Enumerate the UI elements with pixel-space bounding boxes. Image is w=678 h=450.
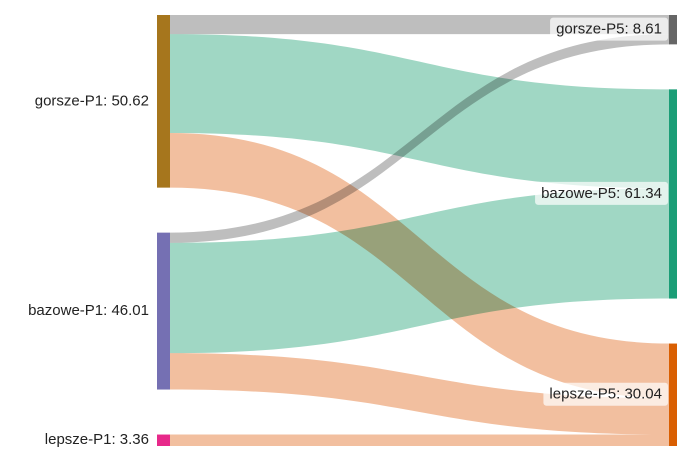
link-gorsze-P1-to-bazowe-P5 (170, 34, 670, 189)
link-bazowe-P1-to-gorsze-P5 (170, 34, 670, 243)
node-label-bazowe-P5: bazowe-P5: 61.34 (541, 185, 662, 202)
node-label-gorsze-P1: gorsze-P1: 50.62 (35, 92, 149, 109)
node-label-bg-bazowe-P5 (535, 181, 668, 205)
sankey-nodes (157, 15, 677, 446)
node-lepsze-P5 (669, 343, 677, 446)
node-lepsze-P1 (157, 434, 170, 446)
node-gorsze-P5 (669, 15, 677, 45)
link-lepsze-P1-to-lepsze-P5 (170, 434, 670, 446)
node-label-bazowe-P1: bazowe-P1: 46.01 (28, 302, 149, 319)
sankey-links (170, 15, 670, 446)
link-bazowe-P1-to-bazowe-P5 (170, 188, 670, 354)
sankey-labels: gorsze-P1: 50.62 bazowe-P1: 46.01 lepsze-P… (28, 17, 668, 448)
node-label-lepsze-P5: lepsze-P5: 30.04 (549, 386, 662, 403)
node-label-bg-lepsze-P5 (543, 382, 668, 406)
node-label-bg-gorsze-P5 (550, 17, 668, 41)
node-gorsze-P1 (157, 15, 170, 188)
link-bazowe-P1-to-lepsze-P5 (170, 353, 670, 435)
link-gorsze-P1-to-gorsze-P5 (170, 15, 670, 35)
node-bazowe-P1 (157, 232, 170, 390)
node-bazowe-P5 (669, 89, 677, 299)
node-label-gorsze-P5: gorsze-P5: 8.61 (556, 21, 662, 38)
node-label-lepsze-P1: lepsze-P1: 3.36 (45, 431, 149, 448)
